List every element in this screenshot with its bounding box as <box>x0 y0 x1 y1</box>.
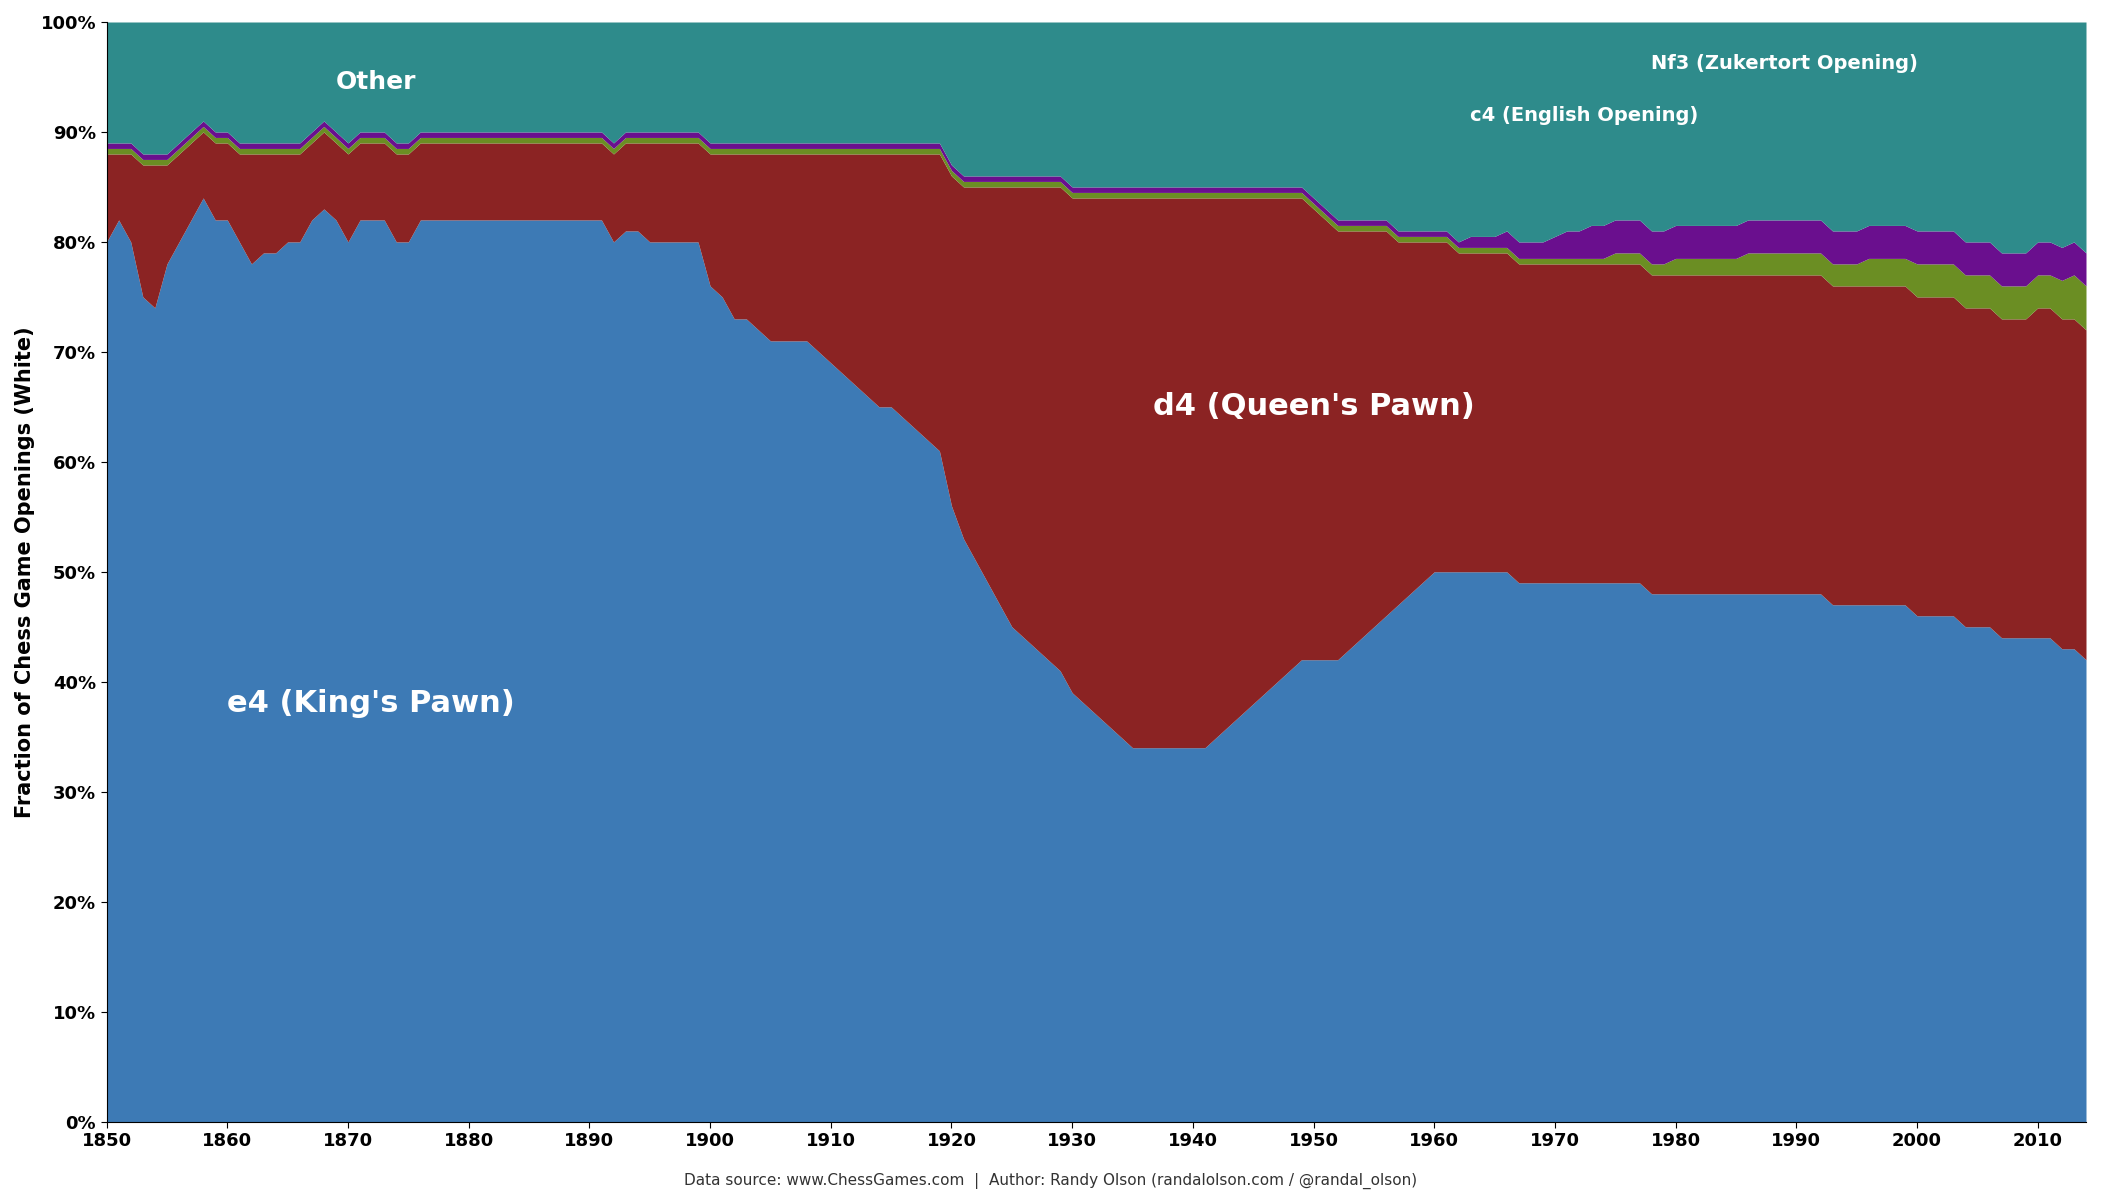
Text: Nf3 (Zukertort Opening): Nf3 (Zukertort Opening) <box>1651 54 1918 73</box>
Text: d4 (Queen's Pawn): d4 (Queen's Pawn) <box>1153 393 1475 422</box>
Text: Other: Other <box>336 71 416 95</box>
Y-axis label: Fraction of Chess Game Openings (White): Fraction of Chess Game Openings (White) <box>15 325 36 818</box>
Text: Data source: www.ChessGames.com  |  Author: Randy Olson (randalolson.com / @rand: Data source: www.ChessGames.com | Author… <box>685 1173 1416 1189</box>
Text: e4 (King's Pawn): e4 (King's Pawn) <box>227 689 515 718</box>
Text: c4 (English Opening): c4 (English Opening) <box>1471 106 1700 125</box>
